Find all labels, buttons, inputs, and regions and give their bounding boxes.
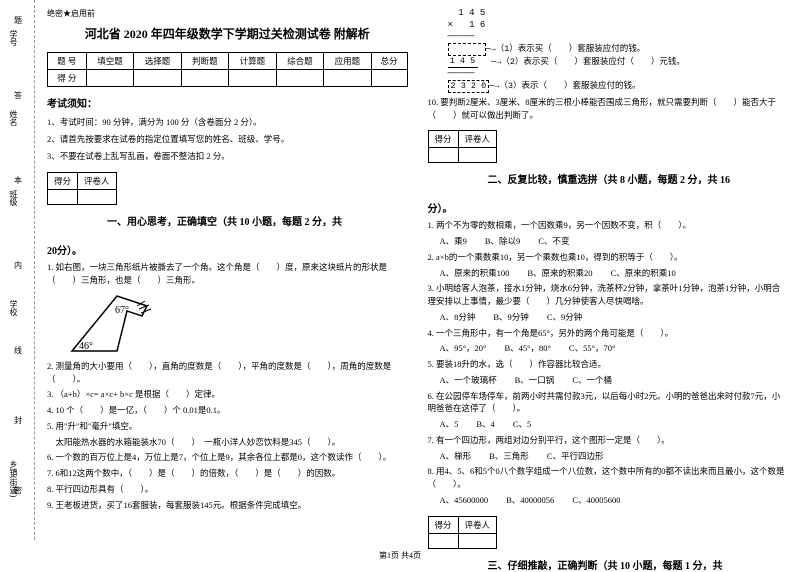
gutter-class: 班级	[8, 190, 19, 206]
gutter-student-id: 学号	[8, 30, 19, 46]
score-box-score: 得分	[48, 173, 78, 190]
q2-6: 6. 在公园停车场停车，前两小时共需付款3元，以后每小时2元。小明的爸爸出来时付…	[428, 390, 789, 416]
mult-line: ―――――	[448, 31, 789, 43]
q2-2: 2. a×b的一个乘数乘10，另一个乘数也乘10，得到的积等于（ ）。	[428, 251, 789, 264]
gutter-char-3: 内	[14, 260, 22, 271]
score-table: 题 号 填空题 选择题 判断题 计算题 综合题 应用题 总分 得 分	[47, 52, 408, 87]
mult-r1: （1）表示买（ ）套服装应付的钱。	[496, 44, 646, 55]
gutter-school: 学校	[8, 300, 19, 316]
gutter-char-1: 答	[14, 90, 22, 101]
score-header-6: 应用题	[324, 53, 371, 70]
gutter-name: 姓名	[8, 110, 19, 126]
score-row-label: 得 分	[48, 70, 87, 87]
q1-5b: 太阳能热水器的水箱能装水70（ ） 一瓶小洋人妙恋饮料是345（ ）。	[47, 436, 408, 449]
q1-9: 9. 王老板进货，买了16套服装，每套服装145元。根据条件完成填空。	[47, 499, 408, 512]
score-header-4: 计算题	[229, 53, 276, 70]
gutter-char-2: 本	[14, 175, 22, 186]
q1-6: 6. 一个数的百万位上是4，万位上是7，个位上是9，其余各位上都是0，这个数读作…	[47, 451, 408, 464]
gutter-char-5: 封	[14, 415, 22, 426]
q1-7: 7. 6和12这两个数中，（ ）是（ ）的倍数，（ ）是（ ）的因数。	[47, 467, 408, 480]
notice-3: 3、不要在试卷上乱写乱画，卷面不整洁扣 2 分。	[47, 150, 408, 163]
q2-4: 4. 一个三角形中，有一个角是65°，另外的两个角可能是（ ）。	[428, 327, 789, 340]
notice-2: 2、请首先按要求在试卷的指定位置填写您的姓名、班级、学号。	[47, 133, 408, 146]
score-header-7: 总分	[371, 53, 407, 70]
q1-1: 1. 如右图，一块三角形纸片被撕去了一个角。这个角是（ ）度，原来这块纸片的形状…	[47, 261, 408, 287]
q1-4: 4. 10 个（ ）是一亿，（ ）个 0.01是0.1。	[47, 404, 408, 417]
section2-title-cont: 分）。	[428, 200, 789, 215]
score-header-3: 判断题	[181, 53, 228, 70]
section1-title: 一、用心思考，正确填空（共 10 小题，每题 2 分，共	[107, 213, 408, 228]
section1-title-cont: 20分）。	[47, 242, 408, 257]
q1-10: 10. 要判断2厘米、3厘米、8厘米的三根小棒能否围成三角形，就只需要判断（ ）…	[428, 96, 789, 122]
gutter-char-6: 密	[14, 485, 22, 496]
triangle-figure: 67° 46°	[67, 291, 167, 356]
q1-8: 8. 平行四边形具有（ ）。	[47, 483, 408, 496]
score-header-2: 选择题	[134, 53, 181, 70]
section1-score-box: 得分 评卷人	[47, 172, 117, 205]
left-column: 绝密★启用前 河北省 2020 年四年级数学下学期过关检测试卷 附解析 题 号 …	[47, 8, 408, 532]
mult-v2: 1 4 5	[448, 56, 478, 68]
mult-r2: （2）表示买（ ）套服装应付（ ）元钱。	[501, 57, 685, 68]
section3-score-box: 得分 评卷人	[428, 516, 498, 549]
score-header-5: 综合题	[276, 53, 323, 70]
exam-title: 河北省 2020 年四年级数学下学期过关检测试卷 附解析	[47, 25, 408, 42]
mult-r3: （3）表示（ ）套服装应付的钱。	[499, 81, 640, 92]
notice-1: 1、考试时间：90 分钟，满分为 100 分（含卷面分 2 分）。	[47, 116, 408, 129]
mult-times: × 1 6	[448, 20, 789, 32]
q1-2: 2. 测量角的大小要用（ ），直角的度数是（ ），平角的度数是（ ），周角的度数…	[47, 360, 408, 386]
mult-line2: ―――――	[448, 68, 789, 80]
score-header-1: 填空题	[86, 53, 133, 70]
q1-3: 3. （a+b）×c= a×c+ b×c 是根据（ ）定律。	[47, 388, 408, 401]
section2-score-box: 得分 评卷人	[428, 130, 498, 163]
section2-title: 二、反复比较，慎重选拼（共 8 小题，每题 2 分，共 16	[488, 171, 789, 186]
q2-3: 3. 小明给客人泡茶，接水1分钟，烧水6分钟，洗茶杯2分钟，拿茶叶1分钟，泡茶1…	[428, 282, 789, 308]
gutter-char-0: 题	[14, 15, 22, 26]
mult-top: 1 4 5	[448, 8, 789, 20]
binding-gutter: 学号 姓名 班级 学校 乡镇(街道) 题 答 本 内 线 封 密	[0, 0, 35, 540]
q2-5: 5. 要装18升的水，选（ ）作容器比较合适。	[428, 358, 789, 371]
gutter-char-4: 线	[14, 345, 22, 356]
angle-46: 46°	[79, 341, 93, 352]
multiplication-work: 1 4 5 × 1 6 ――――― ─→ （1）表示买（ ）套服装应付的钱。 1…	[448, 8, 789, 93]
q2-1: 1. 两个不为零的数相乘，一个因数乘9，另一个因数不变，积（ ）。	[428, 219, 789, 232]
mult-v3: 2 3 2 0	[448, 80, 490, 93]
score-box-marker: 评卷人	[78, 173, 117, 190]
q1-5: 5. 用"升"和"毫升"填空。	[47, 420, 408, 433]
secret-label: 绝密★启用前	[47, 8, 408, 19]
score-header-0: 题 号	[48, 53, 87, 70]
q2-7: 7. 有一个四边形，两组对边分别平行，这个图形一定是（ ）。	[428, 434, 789, 447]
q2-8: 8. 用4、5、6和5个0八个数字组成一个八位数，这个数中所有的0都不读出来而且…	[428, 465, 789, 491]
angle-67: 67°	[115, 305, 129, 316]
right-column: 1 4 5 × 1 6 ――――― ─→ （1）表示买（ ）套服装应付的钱。 1…	[428, 8, 789, 532]
page-footer: 第1页 共4页	[0, 550, 800, 561]
notice-title: 考试须知：	[47, 95, 408, 110]
